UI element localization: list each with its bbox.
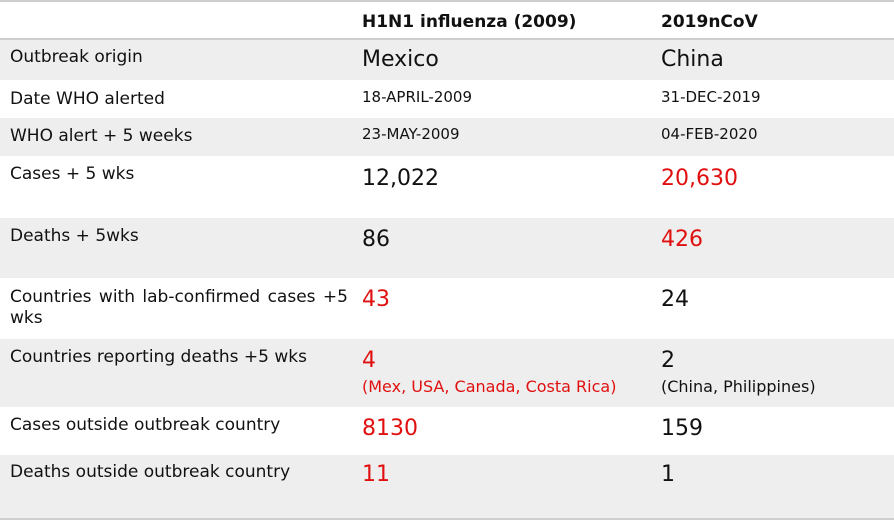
h1n1-value: 4: [362, 348, 376, 373]
h1n1-value: 8130: [362, 416, 418, 441]
ncov-value: 426: [661, 227, 703, 252]
row-label: WHO alert + 5 weeks: [10, 126, 193, 146]
h1n1-value: 43: [362, 287, 390, 312]
ncov-value: 04-FEB-2020: [661, 125, 758, 143]
h1n1-value: 18-APRIL-2009: [362, 88, 473, 106]
h1n1-value: 11: [362, 462, 390, 487]
table-row: Cases + 5 wks 12,022 20,630: [0, 156, 894, 218]
table-row: Outbreak origin Mexico China: [0, 40, 894, 80]
table-header: H1N1 influenza (2009) 2019nCoV: [0, 0, 894, 40]
ncov-value: 2: [661, 348, 675, 373]
table-row: Countries with lab-confirmed cases +5 wk…: [0, 278, 894, 339]
row-label: Date WHO alerted: [10, 89, 165, 109]
row-label: Cases + 5 wks: [10, 164, 135, 184]
ncov-value: 24: [661, 287, 689, 312]
table-row: Deaths + 5wks 86 426: [0, 218, 894, 278]
row-label: Outbreak origin: [10, 47, 143, 67]
row-label: Countries reporting deaths +5 wks: [10, 347, 307, 367]
table-row: Date WHO alerted 18-APRIL-2009 31-DEC-20…: [0, 80, 894, 118]
ncov-value: 159: [661, 416, 703, 441]
table-row: Countries reporting deaths +5 wks 4 (Mex…: [0, 339, 894, 407]
h1n1-note: (Mex, USA, Canada, Costa Rica): [362, 376, 617, 396]
ncov-value: 20,630: [661, 166, 738, 191]
h1n1-value: Mexico: [362, 47, 439, 72]
table-row: Cases outside outbreak country 8130 159: [0, 407, 894, 455]
h1n1-value: 23-MAY-2009: [362, 125, 460, 143]
row-label: Countries with lab-confirmed cases +5 wk…: [10, 287, 348, 329]
ncov-value: 1: [661, 462, 675, 487]
h1n1-value: 12,022: [362, 166, 439, 191]
table-row: Deaths outside outbreak country 11 1: [0, 455, 894, 520]
h1n1-value: 86: [362, 227, 390, 252]
h1n1-cell: 4 (Mex, USA, Canada, Costa Rica): [362, 339, 652, 397]
row-label: Deaths outside outbreak country: [10, 462, 291, 482]
ncov-value: China: [661, 47, 724, 72]
ncov-note: (China, Philippines): [661, 376, 816, 396]
header-h1n1: H1N1 influenza (2009): [362, 12, 577, 32]
ncov-cell: 2 (China, Philippines): [661, 339, 886, 397]
row-label: Cases outside outbreak country: [10, 415, 281, 435]
ncov-value: 31-DEC-2019: [661, 88, 761, 106]
header-2019ncov: 2019nCoV: [661, 12, 758, 32]
row-label: Deaths + 5wks: [10, 226, 139, 246]
table-row: WHO alert + 5 weeks 23-MAY-2009 04-FEB-2…: [0, 118, 894, 156]
